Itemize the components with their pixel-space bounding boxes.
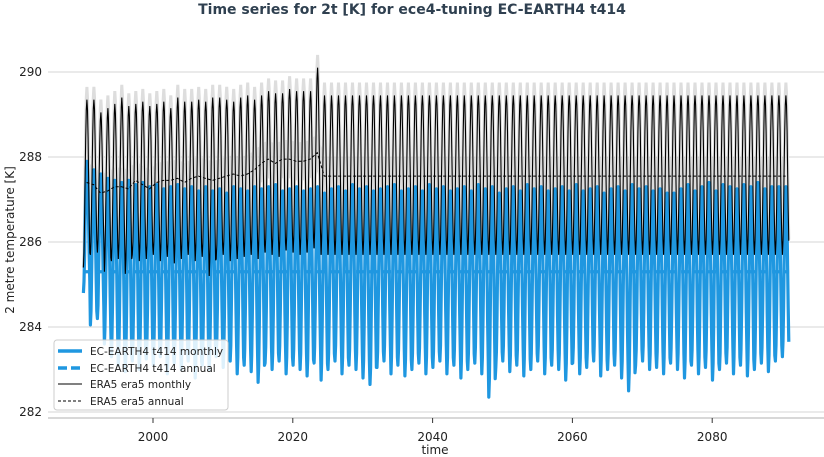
legend-label-model-monthly: EC-EARTH4 t414 monthly: [90, 346, 223, 358]
y-tick-label: 288: [19, 150, 42, 164]
y-axis-ticks: 282 284 286 288 290: [19, 65, 42, 419]
legend-frame: [53, 339, 229, 411]
series-model-monthly: [81, 159, 791, 399]
x-tick-label: 2020: [278, 430, 309, 444]
x-tick-label: 2060: [557, 430, 588, 444]
y-axis-label: 2 metre temperature [K]: [3, 166, 17, 314]
legend-label-model-annual: EC-EARTH4 t414 annual: [90, 363, 216, 375]
series: [81, 67, 791, 399]
x-axis-ticks: 2000 2020 2040 2060 2080: [138, 418, 728, 444]
x-tick-label: 2080: [697, 430, 728, 444]
x-tick-label: 2040: [417, 430, 448, 444]
x-axis-label: time: [421, 443, 448, 457]
y-tick-label: 290: [19, 65, 42, 79]
legend-label-era5-annual: ERA5 era5 annual: [90, 396, 184, 408]
y-tick-label: 286: [19, 235, 42, 249]
legend-label-era5-monthly: ERA5 era5 monthly: [90, 379, 191, 391]
series-era5-annual: [86, 151, 786, 194]
series-era5-monthly: [82, 67, 790, 277]
x-tick-label: 2000: [138, 430, 169, 444]
legend: EC-EARTH4 t414 monthly EC-EARTH4 t414 an…: [53, 339, 229, 411]
chart-title: Time series for 2t [K] for ece4-tuning E…: [198, 2, 626, 18]
y-tick-label: 284: [19, 320, 42, 334]
y-tick-label: 282: [19, 405, 42, 419]
